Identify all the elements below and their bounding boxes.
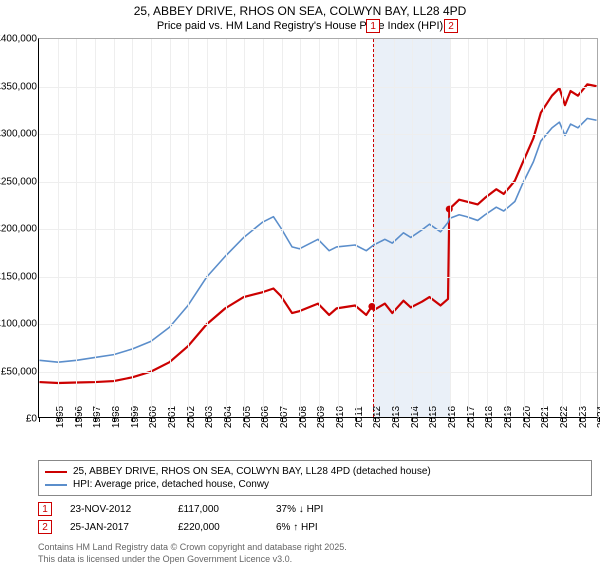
attribution-line2: This data is licensed under the Open Gov… — [38, 554, 592, 565]
legend: 25, ABBEY DRIVE, RHOS ON SEA, COLWYN BAY… — [38, 460, 592, 496]
legend-item: HPI: Average price, detached house, Conw… — [45, 478, 585, 491]
page-title: 25, ABBEY DRIVE, RHOS ON SEA, COLWYN BAY… — [0, 0, 600, 20]
y-axis-label: £150,000 — [0, 271, 39, 282]
chart-area: £0£50,000£100,000£150,000£200,000£250,00… — [38, 38, 598, 418]
legend-label: HPI: Average price, detached house, Conw… — [73, 479, 269, 490]
y-axis-label: £350,000 — [0, 81, 39, 92]
event-date: 25-JAN-2017 — [70, 522, 160, 533]
event-row: 2 25-JAN-2017 £220,000 6% ↑ HPI — [38, 518, 592, 536]
x-axis-label: 2024 — [580, 406, 600, 428]
series-property — [39, 84, 596, 383]
event-number: 2 — [38, 520, 52, 534]
event-number: 1 — [38, 502, 52, 516]
y-axis-label: £400,000 — [0, 34, 39, 45]
y-axis-label: £250,000 — [0, 176, 39, 187]
series-hpi — [39, 118, 596, 362]
page-subtitle: Price paid vs. HM Land Registry's House … — [0, 20, 600, 38]
y-axis-label: £50,000 — [1, 366, 39, 377]
event-marker-label: 1 — [366, 19, 380, 33]
event-price: £117,000 — [178, 504, 258, 515]
legend-swatch — [45, 471, 67, 473]
event-pct: 37% ↓ HPI — [276, 504, 366, 515]
events-table: 1 23-NOV-2012 £117,000 37% ↓ HPI 2 25-JAN-201… — [38, 500, 592, 536]
y-axis-label: £300,000 — [0, 129, 39, 140]
y-axis-label: £0 — [26, 414, 39, 425]
event-row: 1 23-NOV-2012 £117,000 37% ↓ HPI — [38, 500, 592, 518]
plot-svg — [39, 39, 597, 417]
legend-swatch — [45, 484, 67, 486]
plot-area: £0£50,000£100,000£150,000£200,000£250,00… — [39, 39, 597, 417]
y-axis-label: £200,000 — [0, 224, 39, 235]
y-axis-label: £100,000 — [0, 319, 39, 330]
event-date: 23-NOV-2012 — [70, 504, 160, 515]
event-pct: 6% ↑ HPI — [276, 522, 366, 533]
attribution: Contains HM Land Registry data © Crown c… — [38, 542, 592, 565]
attribution-line1: Contains HM Land Registry data © Crown c… — [38, 542, 592, 554]
event-price: £220,000 — [178, 522, 258, 533]
legend-item: 25, ABBEY DRIVE, RHOS ON SEA, COLWYN BAY… — [45, 465, 585, 478]
legend-label: 25, ABBEY DRIVE, RHOS ON SEA, COLWYN BAY… — [73, 466, 431, 477]
event-marker-label: 2 — [444, 19, 458, 33]
